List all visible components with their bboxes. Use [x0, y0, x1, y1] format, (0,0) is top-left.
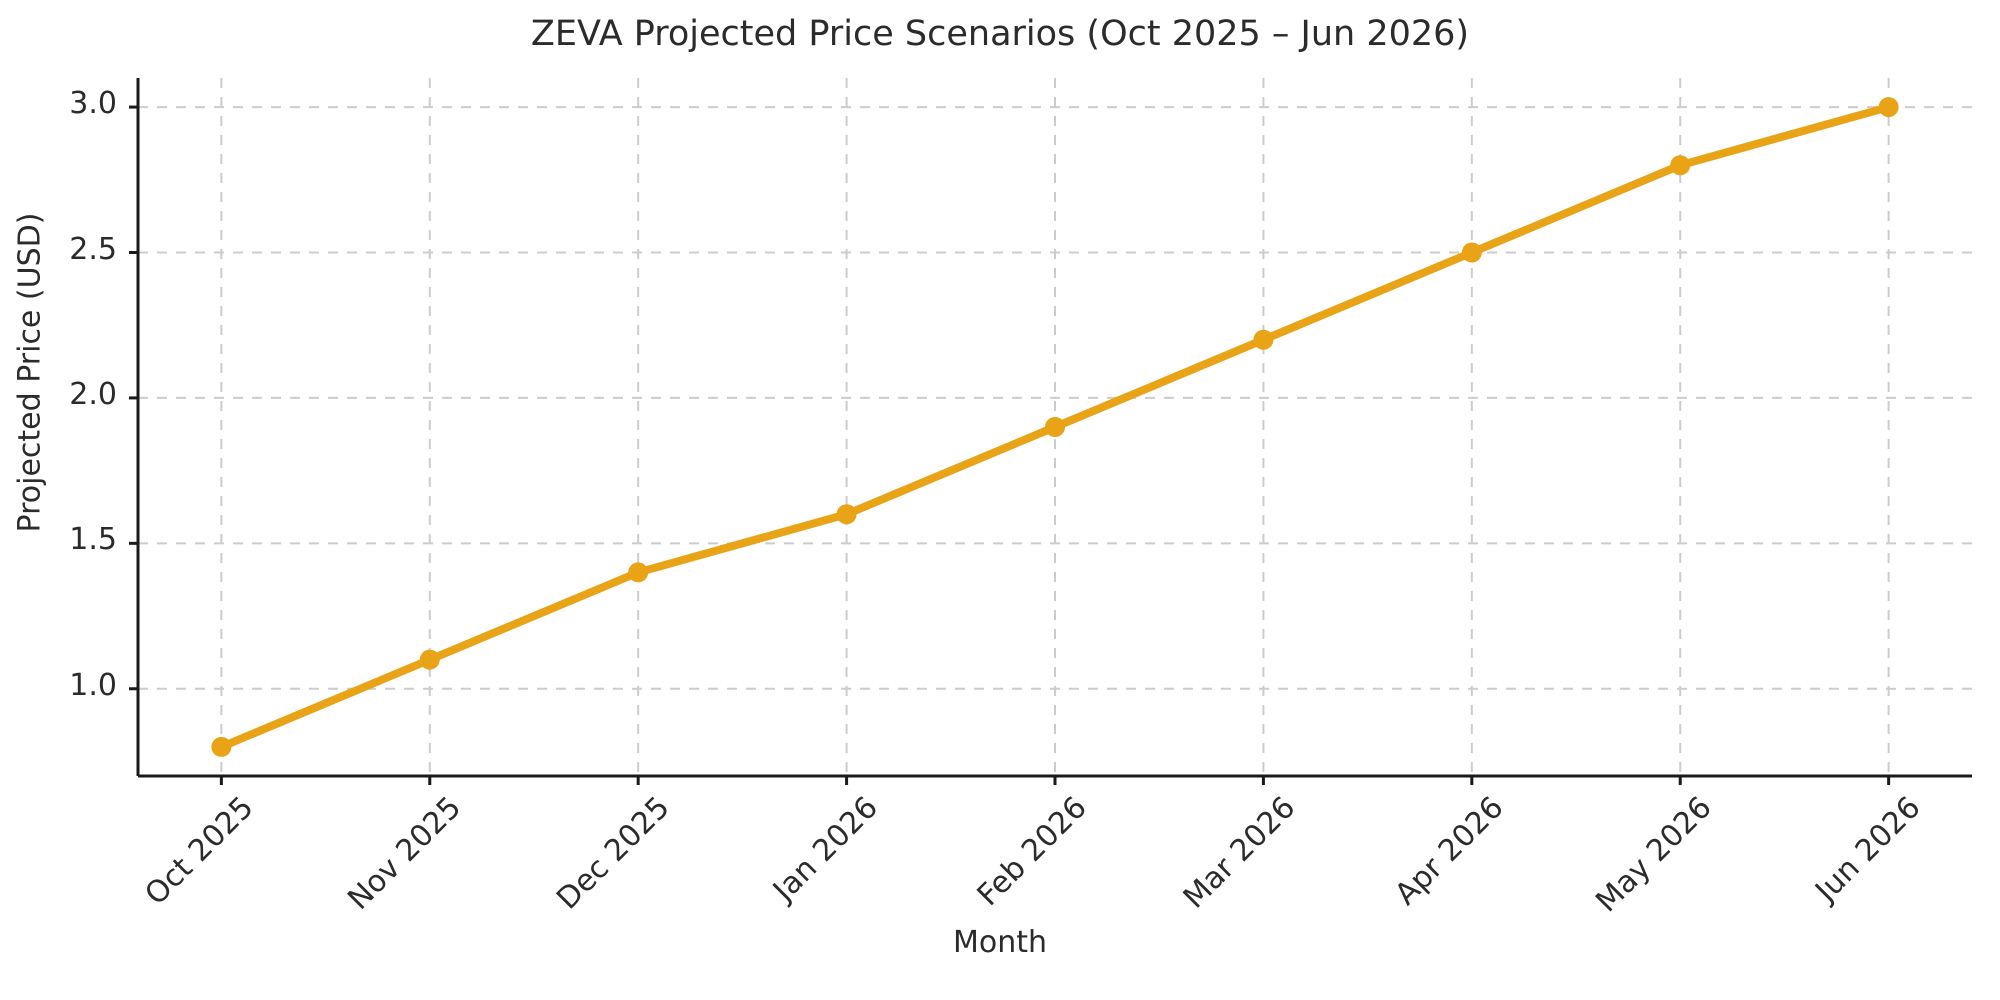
y-tick-label: 2.0 [69, 376, 117, 412]
x-axis-label: Month [952, 925, 1048, 960]
data-point-marker [1045, 417, 1065, 437]
x-axis-ticks [219, 776, 1891, 785]
y-tick-label: 3.0 [69, 86, 117, 122]
chart-title: ZEVA Projected Price Scenarios (Oct 2025… [530, 14, 1470, 54]
y-tick-label: 2.5 [69, 231, 117, 267]
y-axis-ticks [129, 105, 138, 691]
data-point-markers [211, 97, 1899, 757]
x-gridlines [220, 78, 1890, 776]
data-point-marker [1878, 97, 1899, 118]
data-point-marker [1461, 242, 1482, 263]
data-point-marker [419, 649, 440, 670]
data-point-marker [211, 736, 232, 757]
data-point-marker [628, 562, 649, 583]
y-tick-label: 1.5 [69, 522, 117, 558]
data-point-marker [836, 504, 857, 525]
data-point-marker [1670, 155, 1691, 176]
data-point-marker [1253, 329, 1274, 350]
y-tick-label: 1.0 [69, 667, 117, 703]
